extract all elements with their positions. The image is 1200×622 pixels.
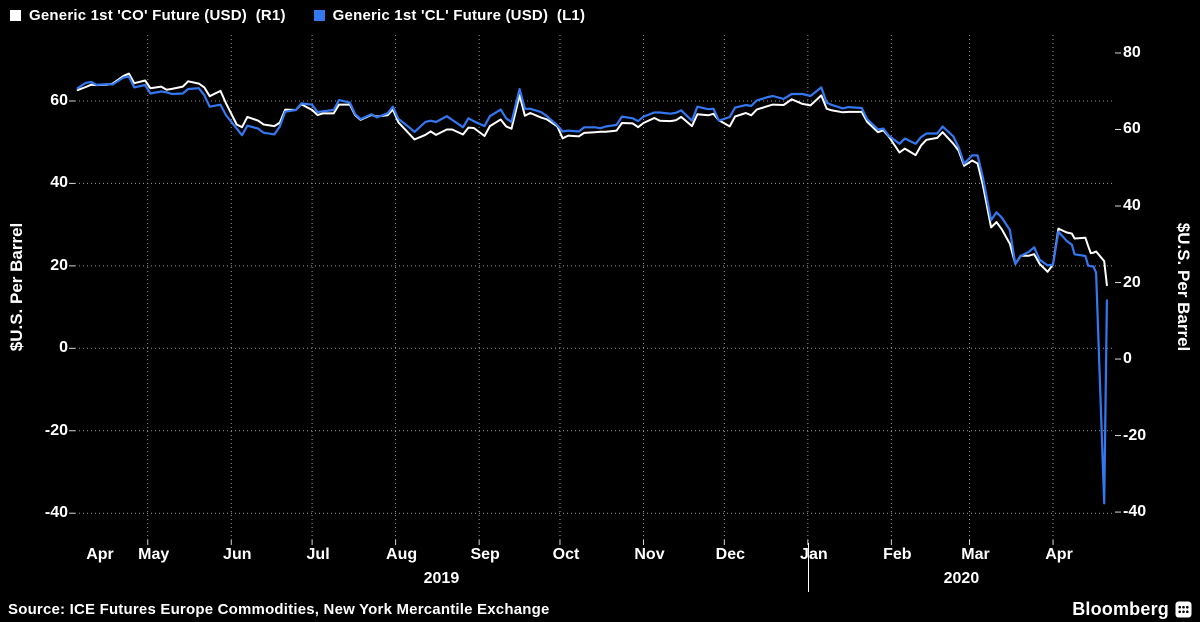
- legend-item-cl[interactable]: Generic 1st 'CL' Future (USD) (L1): [313, 7, 586, 24]
- right-axis-tick-label: -20: [1123, 426, 1147, 444]
- month-label: Nov: [634, 546, 665, 563]
- chart-legend: Generic 1st 'CO' Future (USD) (R1) Gener…: [10, 7, 585, 24]
- year-divider: [807, 543, 809, 592]
- left-axis-tick-label: 60: [50, 91, 68, 109]
- month-label: Jan: [800, 546, 828, 563]
- month-label: Apr: [86, 546, 114, 563]
- left-axis-tick-label: 0: [59, 339, 68, 357]
- footer-bar: Source: ICE Futures Europe Commodities, …: [0, 596, 1200, 622]
- right-axis-tick-label: 20: [1123, 273, 1141, 291]
- month-label: Apr: [1045, 546, 1073, 563]
- right-axis-tick-label: -40: [1123, 503, 1147, 521]
- month-label: Feb: [883, 546, 912, 563]
- bloomberg-wordmark: Bloomberg: [1072, 598, 1169, 619]
- month-label: Aug: [386, 546, 418, 563]
- bloomberg-logo: Bloomberg: [1072, 599, 1192, 620]
- source-text: Source: ICE Futures Europe Commodities, …: [8, 600, 550, 618]
- right-axis-tick-label: 0: [1123, 350, 1132, 368]
- co-series-label: Generic 1st 'CO' Future (USD) (R1): [29, 7, 286, 24]
- cl-series-label: Generic 1st 'CL' Future (USD) (L1): [332, 7, 586, 24]
- left-axis-tick-label: 20: [50, 256, 68, 274]
- legend-item-co[interactable]: Generic 1st 'CO' Future (USD) (R1): [10, 7, 286, 24]
- month-label: Mar: [961, 546, 990, 563]
- year-label: 2020: [943, 570, 980, 587]
- series-line-cl: [76, 75, 1108, 505]
- right-axis-tick-label: 40: [1123, 197, 1141, 214]
- left-axis-tick-label: -20: [44, 421, 68, 439]
- month-label: Jun: [223, 546, 252, 563]
- right-axis-tick-label: 80: [1123, 43, 1141, 61]
- left-axis-tick-label: -40: [44, 504, 68, 522]
- month-label: Dec: [715, 546, 745, 563]
- month-label: Oct: [552, 546, 580, 563]
- month-label: Sep: [470, 546, 500, 563]
- right-axis-tick-label: 60: [1123, 120, 1141, 138]
- month-label: Jul: [306, 546, 330, 563]
- year-label: 2019: [423, 570, 460, 587]
- co-series-swatch: [10, 10, 21, 21]
- month-label: May: [138, 546, 170, 563]
- left-axis-tick-label: 40: [50, 174, 68, 192]
- cl-series-swatch: [313, 10, 325, 21]
- bloomberg-terminal-icon: [1175, 601, 1192, 617]
- series-line-co: [76, 72, 1108, 287]
